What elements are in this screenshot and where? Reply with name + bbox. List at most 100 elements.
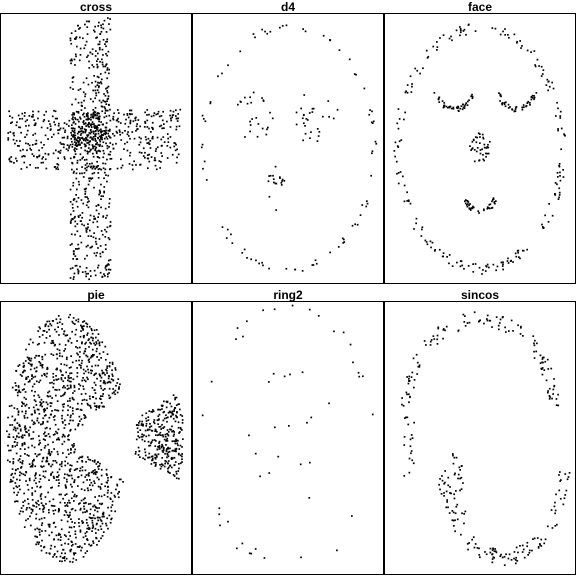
data-point: [86, 332, 89, 335]
data-point: [173, 456, 176, 459]
data-point: [69, 86, 72, 89]
data-point: [144, 136, 147, 138]
data-point: [248, 434, 250, 437]
data-point: [82, 368, 85, 371]
data-point: [83, 99, 85, 102]
data-point: [397, 182, 400, 185]
data-point: [554, 194, 557, 196]
data-point: [80, 101, 83, 104]
data-point: [63, 156, 66, 158]
data-point: [116, 382, 119, 384]
data-point: [153, 439, 156, 441]
data-point: [170, 119, 172, 122]
data-point: [492, 556, 495, 559]
data-point: [52, 382, 55, 385]
data-point: [62, 143, 64, 145]
data-point: [141, 420, 143, 423]
data-point: [102, 38, 105, 41]
data-point: [449, 492, 451, 494]
data-point: [79, 54, 82, 56]
data-point: [76, 347, 79, 349]
data-point: [55, 534, 58, 537]
data-point: [42, 465, 45, 468]
data-point: [88, 60, 90, 63]
data-point: [88, 122, 90, 125]
data-point: [171, 440, 174, 443]
data-point: [14, 438, 17, 440]
data-point: [16, 435, 18, 438]
data-point: [70, 377, 72, 379]
data-point: [89, 98, 92, 100]
data-point: [54, 117, 57, 120]
data-point: [71, 320, 74, 323]
data-point: [31, 462, 34, 464]
data-point: [225, 237, 228, 239]
data-point: [530, 51, 532, 53]
data-point: [87, 473, 90, 476]
data-point: [74, 64, 76, 66]
data-point: [134, 117, 136, 120]
data-point: [82, 202, 85, 205]
data-point: [546, 358, 549, 361]
data-point: [503, 101, 506, 104]
data-point: [84, 144, 87, 146]
data-point: [25, 398, 27, 400]
data-point: [349, 343, 352, 346]
data-point: [13, 162, 15, 164]
data-point: [329, 39, 332, 42]
data-point: [119, 133, 121, 136]
data-point: [114, 393, 116, 395]
data-point: [72, 278, 75, 280]
data-point: [26, 431, 28, 434]
data-point: [118, 129, 121, 132]
data-point: [519, 333, 522, 335]
data-point: [494, 27, 497, 30]
data-point: [28, 359, 31, 362]
data-point: [54, 388, 56, 391]
data-point: [52, 475, 55, 478]
data-point: [53, 379, 55, 382]
data-point: [495, 269, 497, 272]
data-point: [411, 437, 414, 439]
data-point: [470, 95, 472, 98]
data-point: [99, 190, 101, 193]
data-point: [89, 136, 92, 139]
data-point: [473, 311, 476, 314]
data-point: [162, 427, 165, 429]
data-point: [34, 473, 37, 476]
data-point: [110, 506, 113, 509]
data-point: [279, 176, 281, 178]
data-point: [42, 508, 44, 511]
data-point: [32, 116, 34, 118]
data-point: [166, 437, 169, 440]
data-point: [64, 494, 67, 496]
data-point: [275, 209, 277, 211]
data-point: [175, 396, 178, 399]
data-point: [102, 141, 105, 144]
data-point: [19, 429, 22, 432]
data-point: [175, 143, 177, 146]
data-point: [175, 109, 177, 112]
data-point: [79, 118, 82, 120]
data-point: [107, 97, 110, 100]
data-point: [466, 205, 469, 208]
data-point: [66, 137, 69, 140]
data-point: [36, 455, 38, 458]
data-point: [129, 122, 132, 125]
data-point: [75, 359, 78, 362]
data-point: [28, 144, 31, 147]
data-point: [67, 516, 70, 518]
data-point: [85, 341, 87, 344]
data-point: [101, 515, 104, 518]
data-point: [94, 147, 97, 150]
data-point: [154, 453, 156, 456]
data-point: [204, 120, 207, 123]
data-point: [94, 134, 96, 136]
data-point: [84, 370, 87, 373]
data-point: [90, 131, 93, 133]
data-point: [515, 106, 518, 108]
data-point: [25, 508, 28, 511]
data-point: [68, 380, 71, 383]
data-point: [544, 214, 546, 217]
